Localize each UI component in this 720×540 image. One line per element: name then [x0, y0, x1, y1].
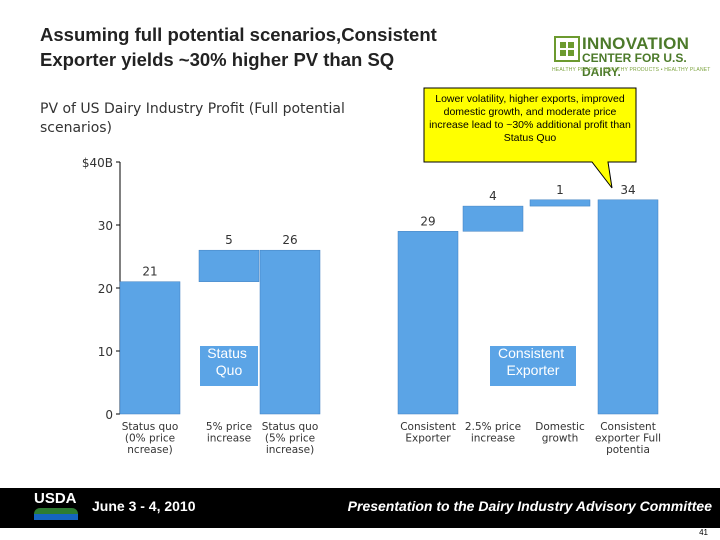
slide-title: Assuming full potential scenarios,Consis…: [40, 22, 560, 72]
x-category-label: Domestic growth: [535, 421, 585, 445]
footer-presentation-title: Presentation to the Dairy Industry Advis…: [347, 498, 712, 514]
bar-value-label: 5: [225, 233, 233, 247]
group-label-status-quo: Status Quo: [207, 345, 251, 378]
group-label-consistent-exporter-line2: Exporter: [507, 362, 560, 378]
group-label-status-quo-line1: Status: [207, 345, 247, 361]
bar: [529, 199, 591, 207]
bar-value-label: 26: [282, 233, 297, 247]
callout-text: Lower volatility, higher exports, improv…: [429, 93, 631, 144]
logo-line2: CENTER FOR U.S. DAIRY.: [582, 51, 687, 79]
group-label-status-quo-box: [200, 346, 258, 386]
logo-tagline: HEALTHY PEOPLE • HEALTHY PRODUCTS • HEAL…: [552, 67, 711, 73]
x-category-label: Consistent exporter Full potentia: [595, 421, 661, 456]
x-category-label: Status quo (5% price increase): [262, 421, 319, 456]
footer-band: [0, 488, 720, 528]
bar: [119, 281, 181, 415]
page-number: 41: [699, 528, 708, 537]
bar: [397, 231, 459, 415]
slide-title-line2: Exporter yields ~30% higher PV than SQ: [40, 49, 395, 70]
y-tick-label: 10: [98, 345, 113, 359]
y-tick-label: 20: [98, 282, 113, 296]
bar-value-label: 1: [556, 183, 564, 197]
callout-box: [423, 87, 637, 189]
chart-subtitle: PV of US Dairy Industry Profit (Full pot…: [40, 101, 345, 136]
group-label-consistent-exporter: Consistent Exporter: [498, 345, 568, 378]
slide-title-line1: Assuming full potential scenarios,Consis…: [40, 24, 437, 45]
bar-value-label: 34: [620, 183, 635, 197]
bar: [597, 199, 659, 415]
y-tick-label: $40B: [82, 156, 113, 170]
group-label-status-quo-line2: Quo: [216, 362, 243, 378]
logo-line1: INNOVATION: [582, 34, 690, 53]
logo-square-icon: [554, 36, 580, 62]
bar-value-label: 4: [489, 189, 497, 203]
waterfall-chart: $40B 30 20 10 0 21 5 26 29 4 1 34 Status quo (0% pr…: [82, 87, 661, 456]
y-tick-label: 30: [98, 219, 113, 233]
group-label-consistent-exporter-box: [490, 346, 576, 386]
bar-value-label: 29: [420, 214, 435, 228]
x-category-label: Consistent Exporter: [400, 421, 456, 445]
x-category-label: 5% price increase: [206, 421, 252, 445]
x-category-label: 2.5% price increase: [465, 421, 521, 445]
x-category-label: Status quo (0% price ncrease): [122, 421, 179, 456]
group-label-consistent-exporter-line1: Consistent: [498, 345, 564, 361]
usda-logo-text: USDA: [34, 490, 77, 507]
bar: [462, 205, 524, 232]
footer-date: June 3 - 4, 2010: [92, 498, 196, 514]
bar: [259, 249, 321, 415]
innovation-center-logo: INNOVATION CENTER FOR U.S. DAIRY. HEALTH…: [552, 34, 710, 79]
y-tick-label: 0: [105, 408, 113, 422]
bar-value-label: 21: [142, 265, 157, 279]
bar: [198, 249, 260, 282]
usda-logo: USDA: [34, 490, 78, 522]
